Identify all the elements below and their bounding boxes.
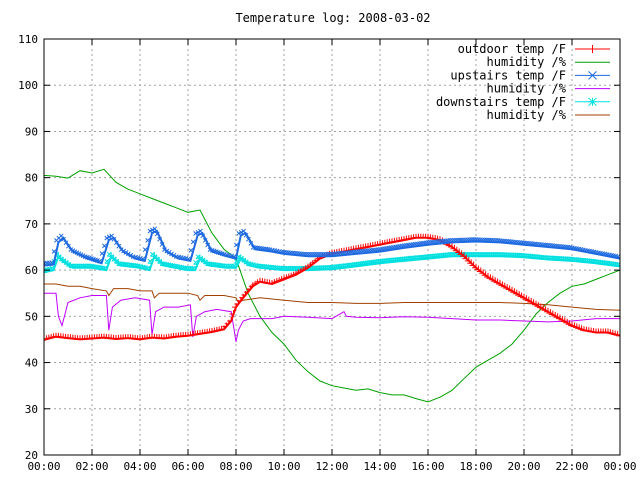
legend-label: humidity /% xyxy=(487,108,567,122)
series-0 xyxy=(44,233,620,341)
x-tick-label: 22:00 xyxy=(555,460,588,473)
series-line xyxy=(44,292,620,342)
legend-entry: humidity /% xyxy=(487,82,610,96)
legend-marker xyxy=(588,45,597,53)
x-tick-label: 10:00 xyxy=(267,460,300,473)
x-tick-label: 12:00 xyxy=(315,460,348,473)
legend-label: downstairs temp /F xyxy=(436,95,566,109)
x-tick-label: 00:00 xyxy=(27,460,60,473)
x-tick-label: 04:00 xyxy=(123,460,156,473)
series-5 xyxy=(44,283,620,311)
y-tick-label: 110 xyxy=(18,33,38,46)
legend-marker xyxy=(588,97,597,107)
legend-entry: upstairs temp /F xyxy=(450,68,610,82)
plot-frame xyxy=(43,38,621,456)
x-tick-label: 02:00 xyxy=(75,460,108,473)
series-line xyxy=(44,283,620,311)
y-tick-label: 50 xyxy=(25,310,38,323)
y-tick-label: 70 xyxy=(25,218,38,231)
series-markers xyxy=(44,226,620,266)
legend-label: outdoor temp /F xyxy=(458,42,566,56)
series-2 xyxy=(44,226,620,267)
y-tick-label: 30 xyxy=(25,403,38,416)
x-tick-label: 18:00 xyxy=(459,460,492,473)
x-tick-label: 00:00 xyxy=(603,460,636,473)
legend-label: upstairs temp /F xyxy=(450,68,566,82)
y-tick-label: 40 xyxy=(25,357,38,370)
legend-label: humidity /% xyxy=(487,82,567,96)
grid xyxy=(44,39,620,455)
legend-entry: humidity /% xyxy=(487,108,610,122)
legend-entry: downstairs temp /F xyxy=(436,95,610,109)
legend-entry: outdoor temp /F xyxy=(458,42,610,56)
axes: 00:00 02:00 04:00 06:00 08:00 10:00 12:00 14:00… xyxy=(18,33,636,473)
x-tick-label: 08:00 xyxy=(219,460,252,473)
x-tick-label: 14:00 xyxy=(363,460,396,473)
chart-title: Temperature log: 2008-03-02 xyxy=(235,11,430,25)
y-tick-label: 80 xyxy=(25,172,38,185)
series-3 xyxy=(44,292,620,342)
legend-entry: humidity /% xyxy=(487,55,610,69)
y-tick-label: 100 xyxy=(18,79,38,92)
series-line xyxy=(44,168,620,403)
y-tick-label: 90 xyxy=(25,125,38,138)
x-tick-label: 06:00 xyxy=(171,460,204,473)
series-1 xyxy=(44,168,620,403)
x-tick-label: 20:00 xyxy=(507,460,540,473)
series-markers xyxy=(44,233,620,341)
legend-marker xyxy=(588,71,597,80)
y-tick-label: 20 xyxy=(25,449,38,462)
series-layer xyxy=(44,168,620,403)
y-tick-label: 60 xyxy=(25,264,38,277)
legend-label: humidity /% xyxy=(487,55,567,69)
x-tick-label: 16:00 xyxy=(411,460,444,473)
